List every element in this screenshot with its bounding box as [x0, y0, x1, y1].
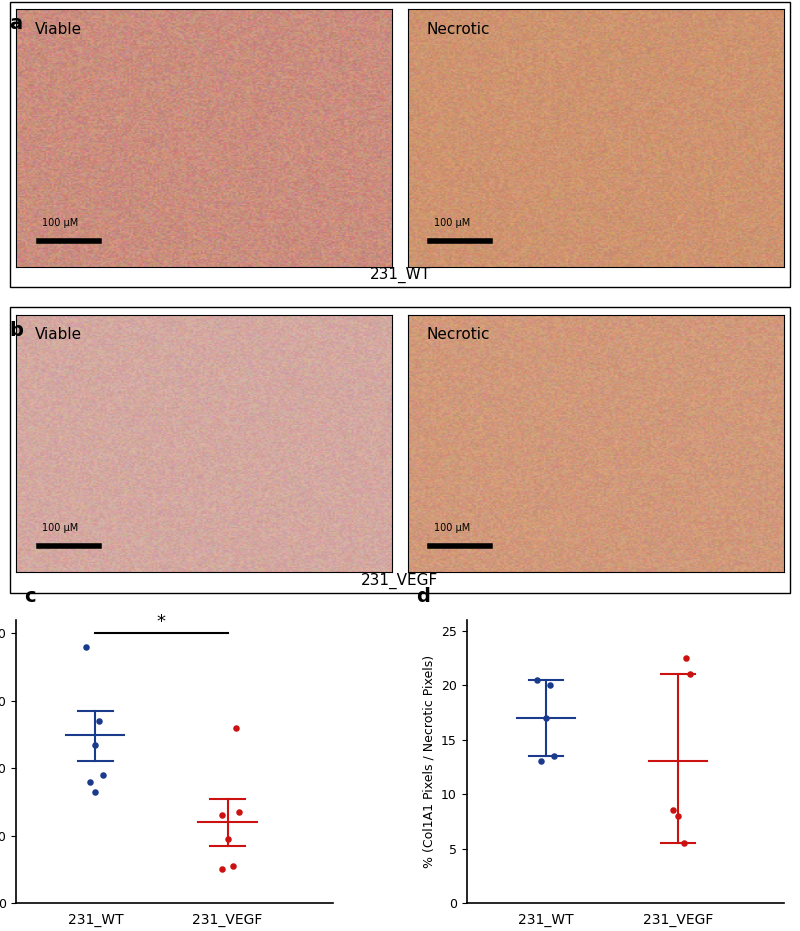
- Text: c: c: [24, 587, 36, 605]
- Point: [89, 785, 102, 800]
- Point: [539, 710, 552, 725]
- Point: [680, 651, 693, 666]
- Text: *: *: [157, 613, 166, 630]
- Point: [93, 713, 106, 728]
- Point: [543, 678, 556, 693]
- Text: d: d: [416, 587, 430, 605]
- Point: [666, 803, 679, 818]
- Point: [226, 858, 239, 873]
- Text: Necrotic: Necrotic: [426, 328, 490, 343]
- Text: 100 μM: 100 μM: [434, 218, 470, 228]
- Point: [221, 831, 234, 846]
- Text: 231_VEGF: 231_VEGF: [362, 573, 438, 588]
- Point: [89, 737, 102, 752]
- Text: 100 μM: 100 μM: [434, 523, 470, 533]
- Point: [233, 804, 246, 819]
- Point: [97, 767, 110, 782]
- Text: b: b: [10, 321, 23, 340]
- Y-axis label: % (Col1A1 Pixels / Necrotic Pixels): % (Col1A1 Pixels / Necrotic Pixels): [422, 654, 435, 868]
- Text: Necrotic: Necrotic: [426, 22, 490, 37]
- Point: [684, 667, 697, 681]
- Text: a: a: [10, 14, 22, 33]
- Point: [80, 640, 93, 654]
- Text: 100 μM: 100 μM: [42, 523, 78, 533]
- Text: Viable: Viable: [35, 22, 82, 37]
- Point: [229, 721, 242, 735]
- Point: [672, 808, 685, 823]
- Point: [84, 775, 97, 789]
- Point: [216, 808, 229, 823]
- Point: [677, 836, 690, 851]
- Point: [534, 754, 547, 769]
- Point: [547, 749, 560, 763]
- Text: 231_WT: 231_WT: [370, 267, 430, 283]
- Text: Viable: Viable: [35, 328, 82, 343]
- Text: 100 μM: 100 μM: [42, 218, 78, 228]
- Point: [530, 672, 543, 687]
- Point: [216, 862, 229, 877]
